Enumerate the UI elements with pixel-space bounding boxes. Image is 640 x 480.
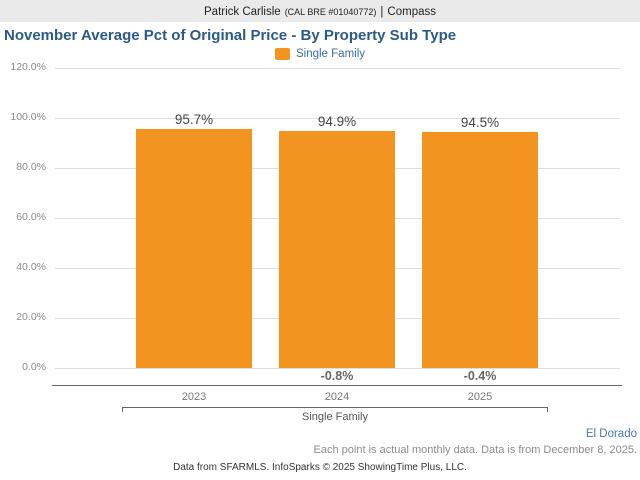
y-axis-tick-label: 100.0% xyxy=(10,111,46,123)
y-axis-tick-label: 60.0% xyxy=(16,211,46,223)
y-axis-tick-label: 0.0% xyxy=(22,361,46,373)
company-name: Compass xyxy=(387,6,436,18)
legend: Single Family xyxy=(0,46,640,62)
bar-value-label: 95.7% xyxy=(174,112,214,127)
x-axis-category-label: 2023 xyxy=(181,391,207,403)
chart-title: November Average Pct of Original Price -… xyxy=(4,27,457,44)
bar-change-label: -0.4% xyxy=(463,369,497,383)
agent-license: (CAL BRE #01040772) xyxy=(284,7,377,17)
group-bracket xyxy=(122,407,548,412)
bar-2023-single-family[interactable] xyxy=(136,129,252,368)
gridline-0.0% xyxy=(55,368,620,369)
bar-change-label: -0.8% xyxy=(320,369,354,383)
legend-swatch-single-family xyxy=(274,48,290,60)
x-axis-category-label: 2024 xyxy=(324,391,350,403)
bar-2024-single-family[interactable] xyxy=(279,131,395,368)
bar-value-label: 94.9% xyxy=(317,114,357,129)
header-separator: | xyxy=(380,6,384,18)
x-axis-line xyxy=(52,385,622,386)
y-axis-tick-label: 20.0% xyxy=(16,311,46,323)
y-axis-tick-label: 80.0% xyxy=(16,161,46,173)
gridline-100.0% xyxy=(55,118,620,119)
data-note: Each point is actual monthly data. Data … xyxy=(313,444,637,456)
y-axis-tick-label: 120.0% xyxy=(10,61,46,73)
x-axis-category-label: 2025 xyxy=(467,391,493,403)
legend-label-single-family: Single Family xyxy=(295,48,366,60)
bar-2025-single-family[interactable] xyxy=(422,132,538,368)
attribution-text: Data from SFARMLS. InfoSparks © 2025 Sho… xyxy=(173,462,467,473)
gridline-120.0% xyxy=(55,68,620,69)
agent-name: Patrick Carlisle xyxy=(204,6,281,18)
group-label: Single Family xyxy=(301,411,369,423)
y-axis-tick-label: 40.0% xyxy=(16,261,46,273)
region-label[interactable]: El Dorado xyxy=(585,428,637,440)
branding-header: Patrick Carlisle (CAL BRE #01040772) | Comp… xyxy=(0,0,640,22)
bar-value-label: 94.5% xyxy=(460,115,500,130)
